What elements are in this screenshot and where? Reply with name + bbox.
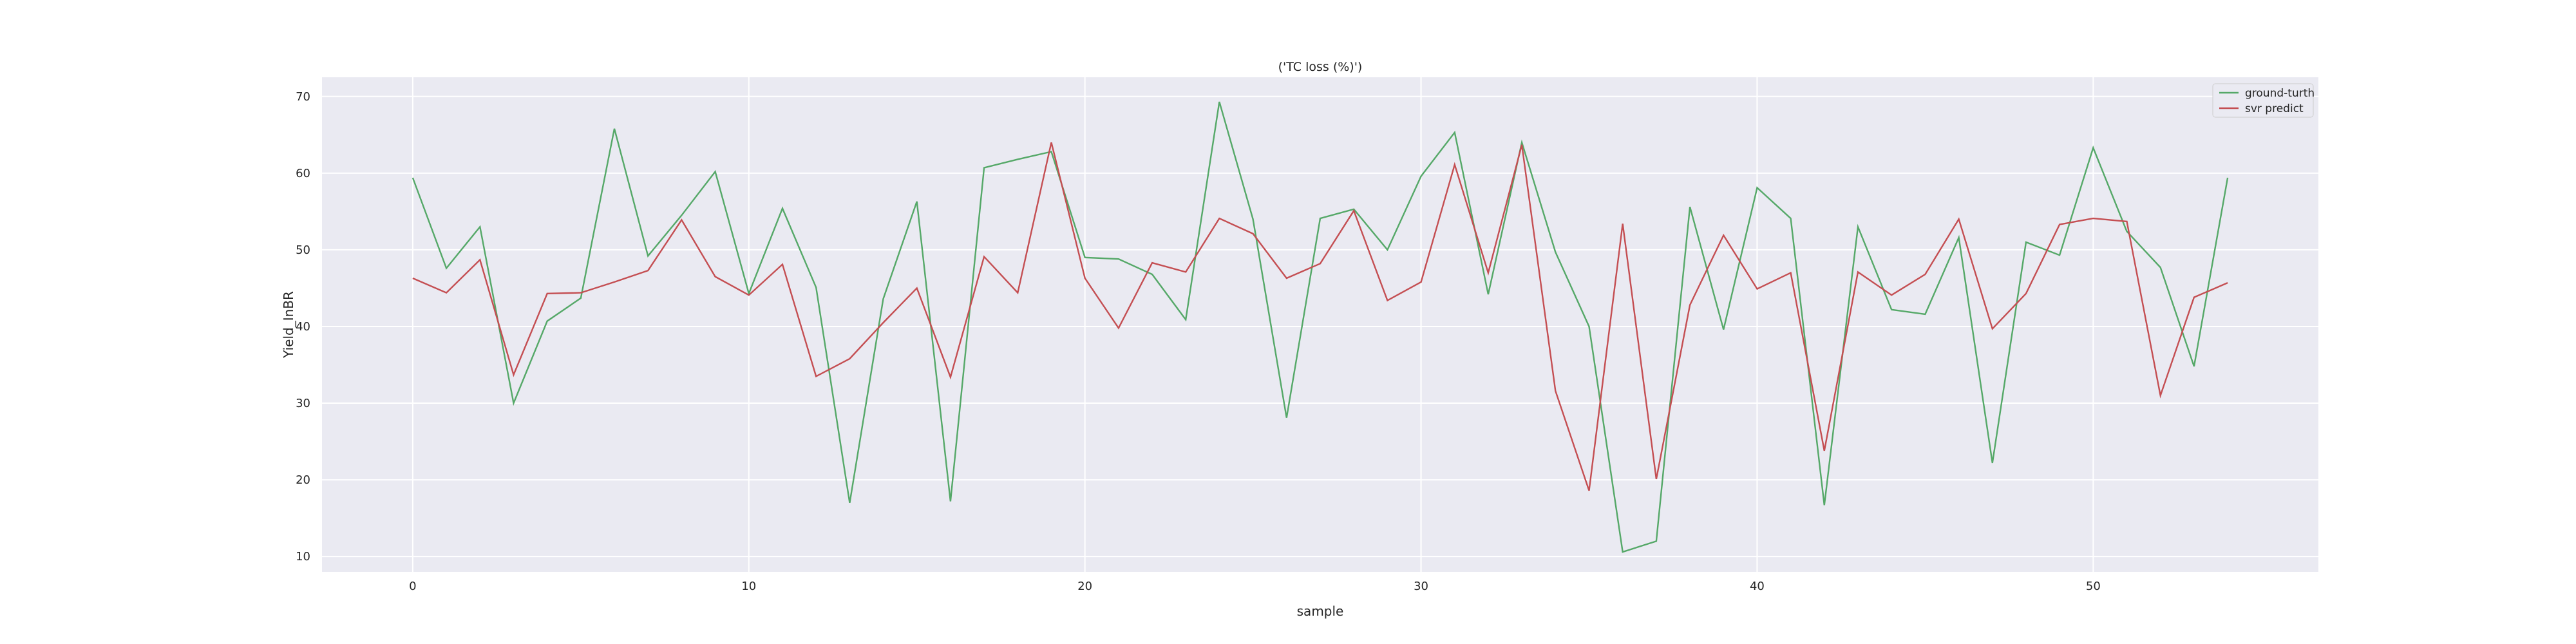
legend-label: svr predict [2245,102,2304,115]
y-axis-ticks: 10 20 30 40 50 60 70 [296,90,310,564]
x-tick-label: 10 [741,580,756,593]
series-group [412,101,2229,553]
x-tick-label: 50 [2086,580,2101,593]
x-tick-label: 20 [1077,580,1092,593]
x-tick-label: 40 [1750,580,1765,593]
y-tick-label: 60 [296,167,310,180]
grid [322,77,2318,572]
x-tick-label: 0 [409,580,416,593]
plot-area [322,77,2318,572]
x-axis-ticks: 0 10 20 30 40 50 [409,580,2101,593]
y-tick-label: 70 [296,90,310,104]
chart-title: ('TC loss (%)') [1278,60,1363,74]
series-line-svr-predict [412,142,2228,491]
x-tick-label: 30 [1414,580,1428,593]
series-line-ground-turth [412,101,2229,553]
y-tick-label: 50 [296,243,310,257]
x-axis-label: sample [1297,603,1344,619]
y-tick-label: 10 [296,550,310,564]
y-tick-label: 20 [296,473,310,487]
y-tick-label: 40 [296,320,310,334]
y-axis-label: Yield_InBR [281,291,296,359]
y-tick-label: 30 [296,397,310,410]
legend: ground-turth svr predict [2212,83,2315,118]
legend-label: ground-turth [2245,87,2315,100]
